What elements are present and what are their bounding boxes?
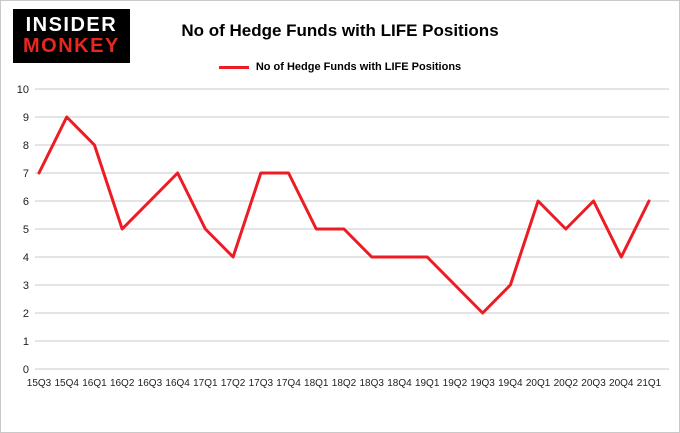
x-tick-label: 17Q3 xyxy=(249,378,274,389)
x-tick-label: 20Q4 xyxy=(609,378,634,389)
x-tick-label: 16Q4 xyxy=(165,378,190,389)
x-tick-label: 16Q1 xyxy=(82,378,107,389)
x-tick-label: 17Q1 xyxy=(193,378,218,389)
x-tick-label: 16Q3 xyxy=(138,378,163,389)
x-tick-label: 21Q1 xyxy=(637,378,662,389)
x-tick-label: 19Q2 xyxy=(443,378,468,389)
x-tick-label: 19Q4 xyxy=(498,378,523,389)
logo-monkey-text: MONKEY xyxy=(23,35,120,57)
x-tick-label: 15Q4 xyxy=(54,378,79,389)
x-tick-label: 20Q2 xyxy=(554,378,579,389)
y-tick-label: 0 xyxy=(23,364,29,376)
y-tick-label: 7 xyxy=(23,168,29,180)
x-tick-label: 19Q3 xyxy=(470,378,495,389)
x-tick-label: 15Q3 xyxy=(27,378,52,389)
logo-insider-text: INSIDER xyxy=(25,14,118,36)
y-tick-label: 3 xyxy=(23,280,29,292)
x-tick-label: 18Q3 xyxy=(359,378,384,389)
y-tick-label: 8 xyxy=(23,140,29,152)
x-tick-label: 19Q1 xyxy=(415,378,440,389)
insider-monkey-logo: INSIDER MONKEY xyxy=(13,9,130,63)
y-tick-label: 5 xyxy=(23,224,29,236)
y-tick-label: 9 xyxy=(23,112,29,124)
x-tick-label: 17Q4 xyxy=(276,378,301,389)
chart-title: No of Hedge Funds with LIFE Positions xyxy=(181,21,499,40)
y-tick-label: 10 xyxy=(17,84,29,96)
y-tick-label: 4 xyxy=(23,252,29,264)
legend-line-swatch xyxy=(218,65,249,69)
legend-label: No of Hedge Funds with LIFE Positions xyxy=(255,61,462,73)
x-tick-label: 20Q3 xyxy=(581,378,606,389)
y-tick-label: 6 xyxy=(23,196,29,208)
x-tick-label: 16Q2 xyxy=(110,378,135,389)
x-tick-label: 18Q4 xyxy=(387,378,412,389)
legend: No of Hedge Funds with LIFE Positions xyxy=(1,61,679,73)
x-tick-label: 18Q2 xyxy=(332,378,357,389)
x-tick-label: 18Q1 xyxy=(304,378,329,389)
x-tick-label: 17Q2 xyxy=(221,378,246,389)
y-tick-label: 2 xyxy=(23,308,29,320)
chart-line xyxy=(37,115,651,315)
x-tick-label: 20Q1 xyxy=(526,378,551,389)
y-tick-label: 1 xyxy=(23,336,29,348)
line-chart-svg: 0 1 2 3 4 5 6 7 8 9 10 15Q3 15Q4 16Q1 16Q2 16Q3 16Q4 17Q1… xyxy=(17,84,669,389)
